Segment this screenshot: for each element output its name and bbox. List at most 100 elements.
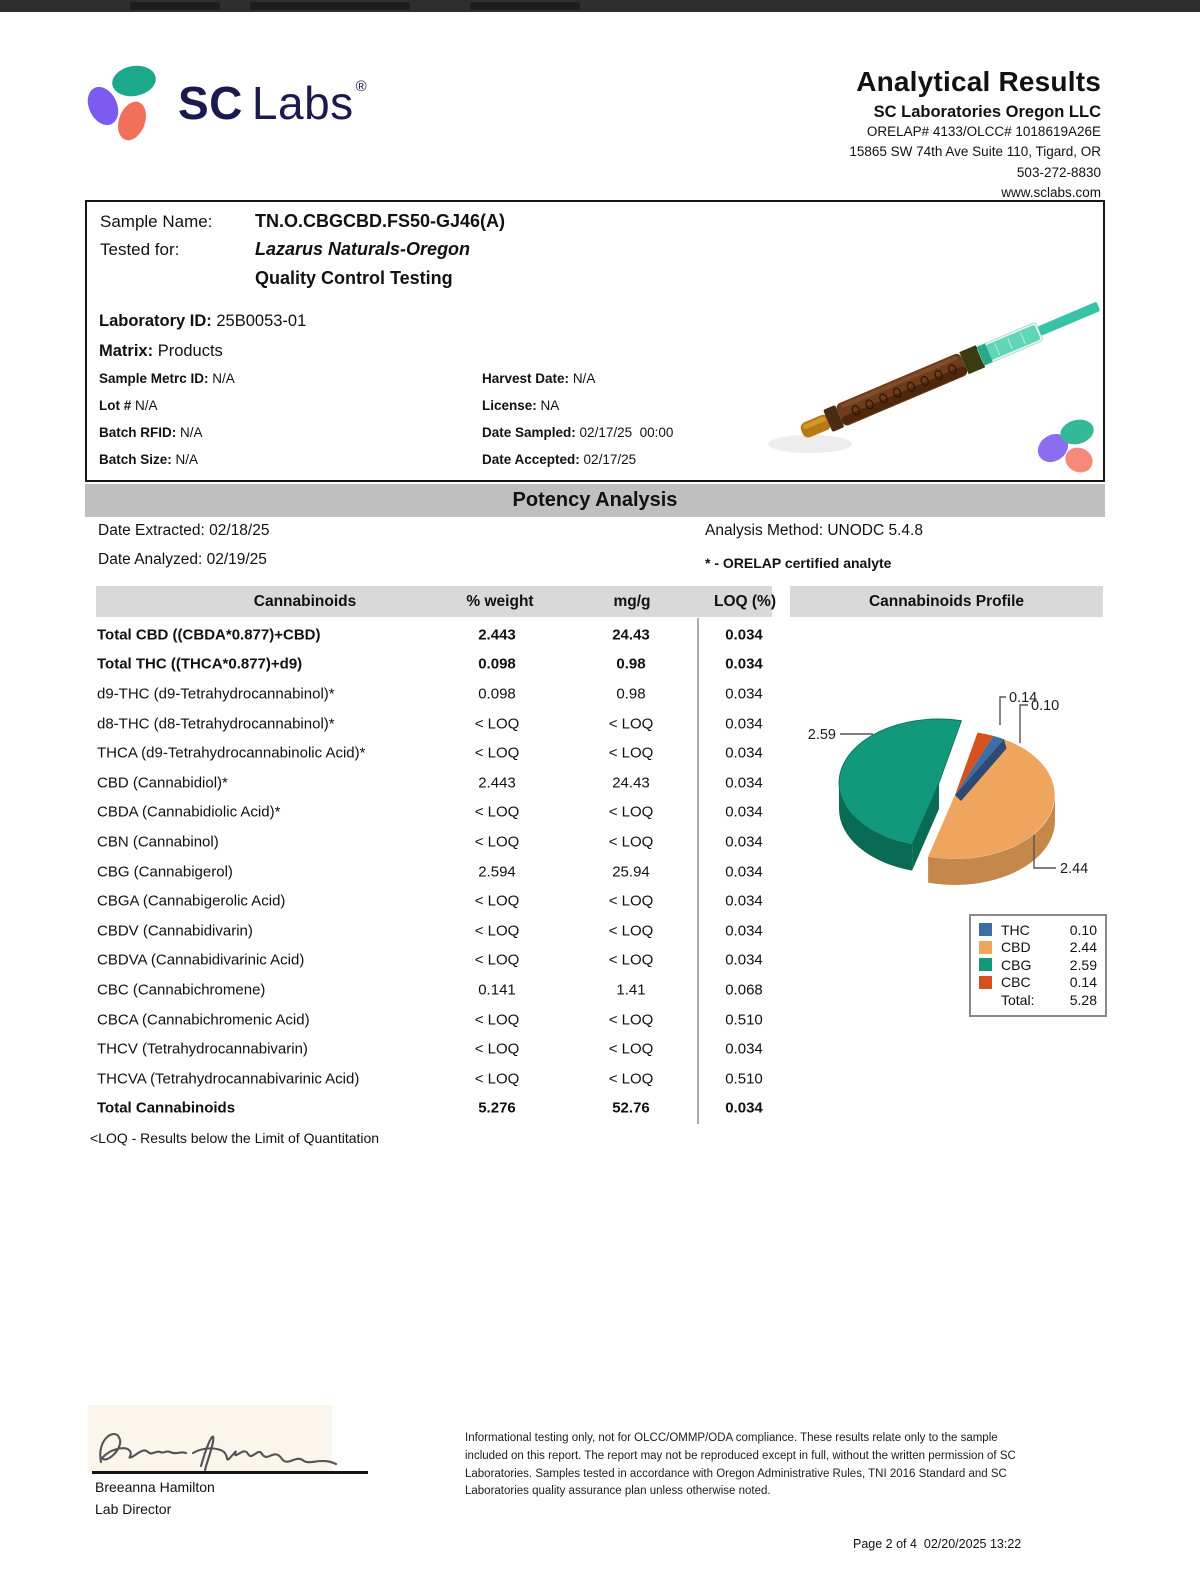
- table-row: CBG (Cannabigerol) 2.594 25.94 0.034: [85, 857, 805, 887]
- table-row: CBC (Cannabichromene) 0.141 1.41 0.068: [85, 975, 805, 1005]
- col-header-mgg: mg/g: [613, 592, 651, 610]
- product-photo-syringe: [768, 302, 1100, 473]
- callout-line-cbd: [1033, 835, 1056, 869]
- weight-percent-value: < LOQ: [474, 744, 520, 762]
- weight-percent-value: < LOQ: [474, 1040, 520, 1058]
- loq-value: 0.034: [725, 1040, 763, 1058]
- table-row: Total THC ((THCA*0.877)+d9) 0.098 0.98 0…: [85, 650, 805, 680]
- registered-mark: ®: [355, 77, 368, 95]
- signatory-title: Lab Director: [95, 1501, 172, 1517]
- lab-accreditation: ORELAP# 4133/OLCC# 1018619A26E: [866, 124, 1101, 139]
- weight-percent-value: < LOQ: [474, 833, 520, 851]
- table-row: d8-THC (d8-Tetrahydrocannabinol)* < LOQ …: [85, 709, 805, 739]
- loq-value: 0.034: [725, 922, 763, 940]
- harvest-date: Harvest Date: N/A: [482, 371, 596, 386]
- lab-address: 15865 SW 74th Ave Suite 110, Tigard, OR: [849, 144, 1101, 160]
- pie-thc-side: [955, 739, 1007, 801]
- table-row: CBN (Cannabinol) < LOQ < LOQ 0.034: [85, 827, 805, 857]
- cannabinoids-profile-pie-chart: 2.59 0.14 0.10 2.44: [808, 690, 1088, 885]
- analysis-method: Analysis Method: UNODC 5.4.8: [705, 522, 923, 539]
- matrix: Matrix: Products: [99, 342, 223, 360]
- loq-value: 0.034: [725, 744, 763, 762]
- callout-line-thc: [1019, 704, 1028, 743]
- loq-value: 0.034: [725, 626, 763, 644]
- mg-per-g-value: < LOQ: [608, 922, 654, 940]
- certified-analyte-note: * - ORELAP certified analyte: [705, 555, 892, 571]
- pie-chart-legend: THC 0.10 CBD 2.44 CBG 2.59 CBC 0.14 Tota…: [969, 914, 1107, 1017]
- col-header-loq: LOQ (%): [714, 592, 776, 610]
- weight-percent-value: < LOQ: [474, 715, 520, 733]
- legend-row-cbg: CBG 2.59: [979, 956, 1097, 974]
- pie-cbg-side: [839, 783, 913, 871]
- batch-size: Batch Size: N/A: [99, 452, 199, 467]
- analyte-name: CBDA (Cannabidiolic Acid)*: [97, 803, 281, 821]
- loq-footnote: <LOQ - Results below the Limit of Quanti…: [90, 1130, 380, 1146]
- mg-per-g-value: 24.43: [612, 774, 650, 792]
- mg-per-g-value: < LOQ: [608, 892, 654, 910]
- signature-line: [92, 1471, 368, 1474]
- loq-value: 0.034: [725, 774, 763, 792]
- license: License: NA: [482, 398, 560, 413]
- lot-number: Lot # N/A: [99, 398, 158, 413]
- date-extracted: Date Extracted: 02/18/25: [98, 522, 270, 539]
- mg-per-g-value: < LOQ: [608, 1011, 654, 1029]
- weight-percent-value: 2.594: [478, 863, 516, 881]
- analyte-name: CBCA (Cannabichromenic Acid): [97, 1011, 310, 1029]
- weight-percent-value: 2.443: [478, 774, 516, 792]
- analyte-name: CBN (Cannabinol): [97, 833, 219, 851]
- potency-analysis-section-header: Potency Analysis: [85, 484, 1105, 517]
- legend-row-cbd: CBD 2.44: [979, 939, 1097, 957]
- cbd-swatch-icon: [979, 940, 992, 954]
- callout-line-cbc: [999, 696, 1006, 725]
- mg-per-g-value: < LOQ: [608, 833, 654, 851]
- weight-percent-value: 5.276: [478, 1099, 516, 1117]
- report-title: Analytical Results: [856, 66, 1101, 97]
- analyte-name: CBD (Cannabidiol)*: [97, 774, 228, 792]
- table-column-divider: [697, 618, 699, 1124]
- weight-percent-value: < LOQ: [474, 922, 520, 940]
- mg-per-g-value: 1.41: [616, 981, 646, 999]
- pie-cbg-cut: [912, 783, 939, 871]
- table-row: CBDA (Cannabidiolic Acid)* < LOQ < LOQ 0…: [85, 798, 805, 828]
- pie-slice-thc: [955, 735, 1004, 795]
- sc-labs-logo: SC Labs ®: [86, 58, 367, 146]
- report-header: Analytical Results SC Laboratories Orego…: [849, 66, 1101, 203]
- mg-per-g-value: 52.76: [612, 1099, 650, 1117]
- loq-value: 0.034: [725, 951, 763, 969]
- date-analyzed: Date Analyzed: 02/19/25: [98, 551, 267, 568]
- loq-value: 0.034: [725, 833, 763, 851]
- mg-per-g-value: < LOQ: [608, 803, 654, 821]
- weight-percent-value: < LOQ: [474, 892, 520, 910]
- pie-slice-cbg: [838, 718, 963, 846]
- analyte-name: THCV (Tetrahydrocannabivarin): [97, 1040, 308, 1058]
- col-header-profile: Cannabinoids Profile: [868, 592, 1024, 610]
- sc-labs-logo-text: SC Labs ®: [178, 76, 368, 129]
- analyte-name: d9-THC (d9-Tetrahydrocannabinol)*: [97, 685, 335, 703]
- loq-value: 0.510: [725, 1070, 763, 1088]
- mg-per-g-value: < LOQ: [608, 715, 654, 733]
- chrome-remnant: [250, 2, 410, 10]
- analyte-name: CBGA (Cannabigerolic Acid): [97, 892, 286, 910]
- table-row: THCVA (Tetrahydrocannabivarinic Acid) < …: [85, 1064, 805, 1094]
- analyte-name: CBC (Cannabichromene): [97, 981, 266, 999]
- table-row: CBDV (Cannabidivarin) < LOQ < LOQ 0.034: [85, 916, 805, 946]
- cbg-swatch-icon: [979, 958, 992, 972]
- analyte-name: CBDV (Cannabidivarin): [97, 922, 253, 940]
- loq-value: 0.510: [725, 1011, 763, 1029]
- mg-per-g-value: < LOQ: [608, 951, 654, 969]
- table-row: CBGA (Cannabigerolic Acid) < LOQ < LOQ 0…: [85, 886, 805, 916]
- section-title: Potency Analysis: [512, 489, 678, 511]
- callout-cbc: 0.14: [1009, 690, 1037, 706]
- analyte-name: Total THC ((THCA*0.877)+d9): [97, 655, 303, 673]
- col-header-cannabinoids: Cannabinoids: [253, 592, 357, 610]
- analyte-name: Total CBD ((CBDA*0.877)+CBD): [97, 626, 321, 644]
- date-accepted: Date Accepted: 02/17/25: [482, 452, 637, 467]
- pie-cbd-side: [928, 795, 1055, 885]
- pie-slice-cbd: [928, 739, 1055, 859]
- table-row: Total Cannabinoids 5.276 52.76 0.034: [85, 1094, 805, 1124]
- analyte-name: d8-THC (d8-Tetrahydrocannabinol)*: [97, 715, 335, 733]
- legend-row-cbc: CBC 0.14: [979, 974, 1097, 992]
- table-row: CBD (Cannabidiol)* 2.443 24.43 0.034: [85, 768, 805, 798]
- loq-value: 0.034: [725, 863, 763, 881]
- table-row: CBCA (Cannabichromenic Acid) < LOQ < LOQ…: [85, 1005, 805, 1035]
